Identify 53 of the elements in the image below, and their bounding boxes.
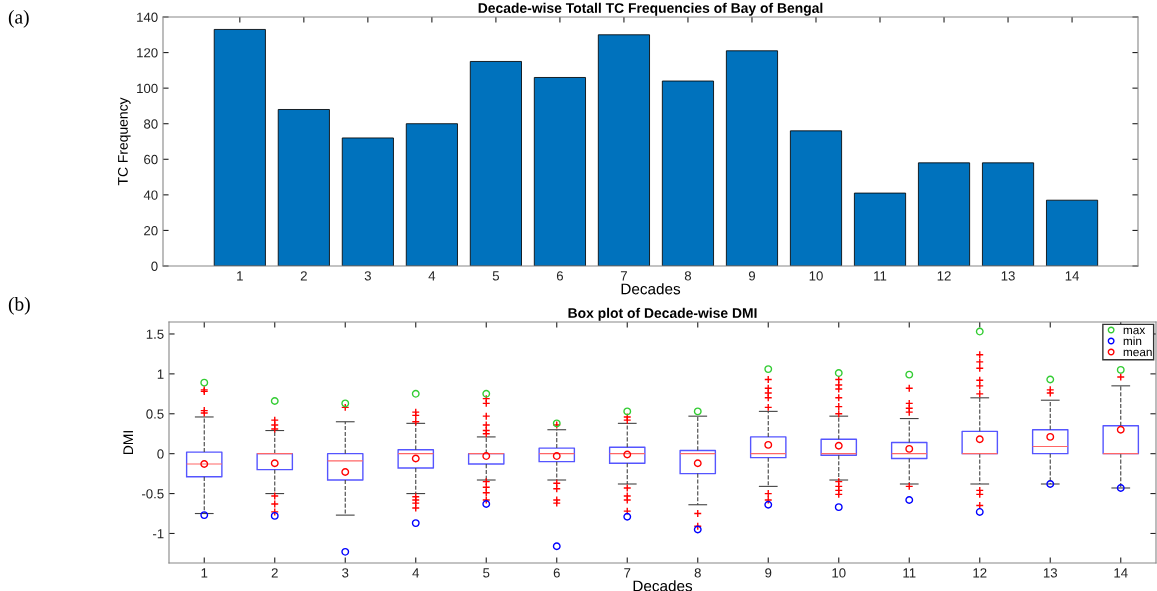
- y-tick-label: -1: [152, 529, 164, 539]
- x-tick-label: 11: [874, 271, 887, 281]
- x-tick-label: 4: [412, 568, 420, 578]
- y-tick-label: 140: [137, 12, 158, 22]
- x-tick-label: 2: [300, 271, 307, 281]
- x-tick-label: 11: [903, 568, 916, 578]
- y-tick-label: 0: [157, 449, 164, 459]
- x-tick-label: 9: [748, 271, 756, 281]
- y-tick-label: 100: [137, 83, 158, 94]
- x-tick-label: 4: [428, 271, 436, 281]
- x-tick-label: 1: [201, 568, 208, 578]
- x-tick-label: 12: [937, 271, 951, 281]
- x-tick-label: 8: [684, 271, 692, 281]
- y-tick-label: 0: [151, 261, 158, 271]
- x-tick-label: 9: [765, 568, 772, 578]
- x-tick-label: 14: [1114, 568, 1128, 578]
- x-tick-label: 5: [492, 271, 500, 281]
- y-tick-label: 120: [137, 48, 158, 58]
- x-tick-label: 6: [553, 568, 560, 578]
- y-tick-label: 80: [144, 119, 158, 129]
- text: (b): [8, 297, 30, 315]
- x-tick-label: 10: [832, 568, 846, 578]
- y-tick-label: 0.5: [146, 409, 164, 419]
- legend-label: min: [1123, 336, 1142, 346]
- x-tick-label: 6: [556, 271, 563, 281]
- x-tick-label: 8: [694, 568, 701, 578]
- x-tick-label: 7: [624, 568, 631, 578]
- text: (a): [8, 10, 29, 28]
- y-axis-title: TC Frequency: [117, 97, 131, 186]
- x-tick-label: 7: [620, 271, 627, 281]
- chart-title: Decade-wise Totall TC Frequencies of Bay of Bengal: [478, 2, 823, 16]
- y-axis-title: DMI: [123, 431, 133, 455]
- x-axis-title: Decades: [621, 283, 681, 295]
- x-tick-label: 14: [1065, 271, 1080, 281]
- x-tick-label: 12: [973, 568, 987, 578]
- x-tick-label: 13: [1001, 271, 1015, 281]
- x-tick-label: 3: [342, 568, 349, 578]
- x-tick-label: 13: [1043, 568, 1058, 578]
- legend-label: mean: [1123, 349, 1152, 357]
- y-tick-label: 1.5: [146, 329, 164, 339]
- x-tick-label: 1: [237, 271, 243, 281]
- y-tick-label: 60: [144, 154, 158, 165]
- x-axis-title: Decades: [633, 580, 693, 591]
- y-tick-label: 20: [144, 226, 158, 236]
- chart-title: Box plot of Decade-wise DMI: [568, 307, 757, 321]
- x-tick-label: 5: [483, 568, 490, 578]
- x-tick-label: 3: [364, 271, 371, 281]
- y-tick-label: 40: [143, 190, 158, 200]
- y-tick-label: -0.5: [141, 489, 164, 499]
- y-tick-label: 1: [157, 369, 164, 379]
- x-tick-label: 10: [809, 271, 823, 281]
- x-tick-label: 2: [271, 568, 278, 578]
- text: max: [1123, 327, 1146, 335]
